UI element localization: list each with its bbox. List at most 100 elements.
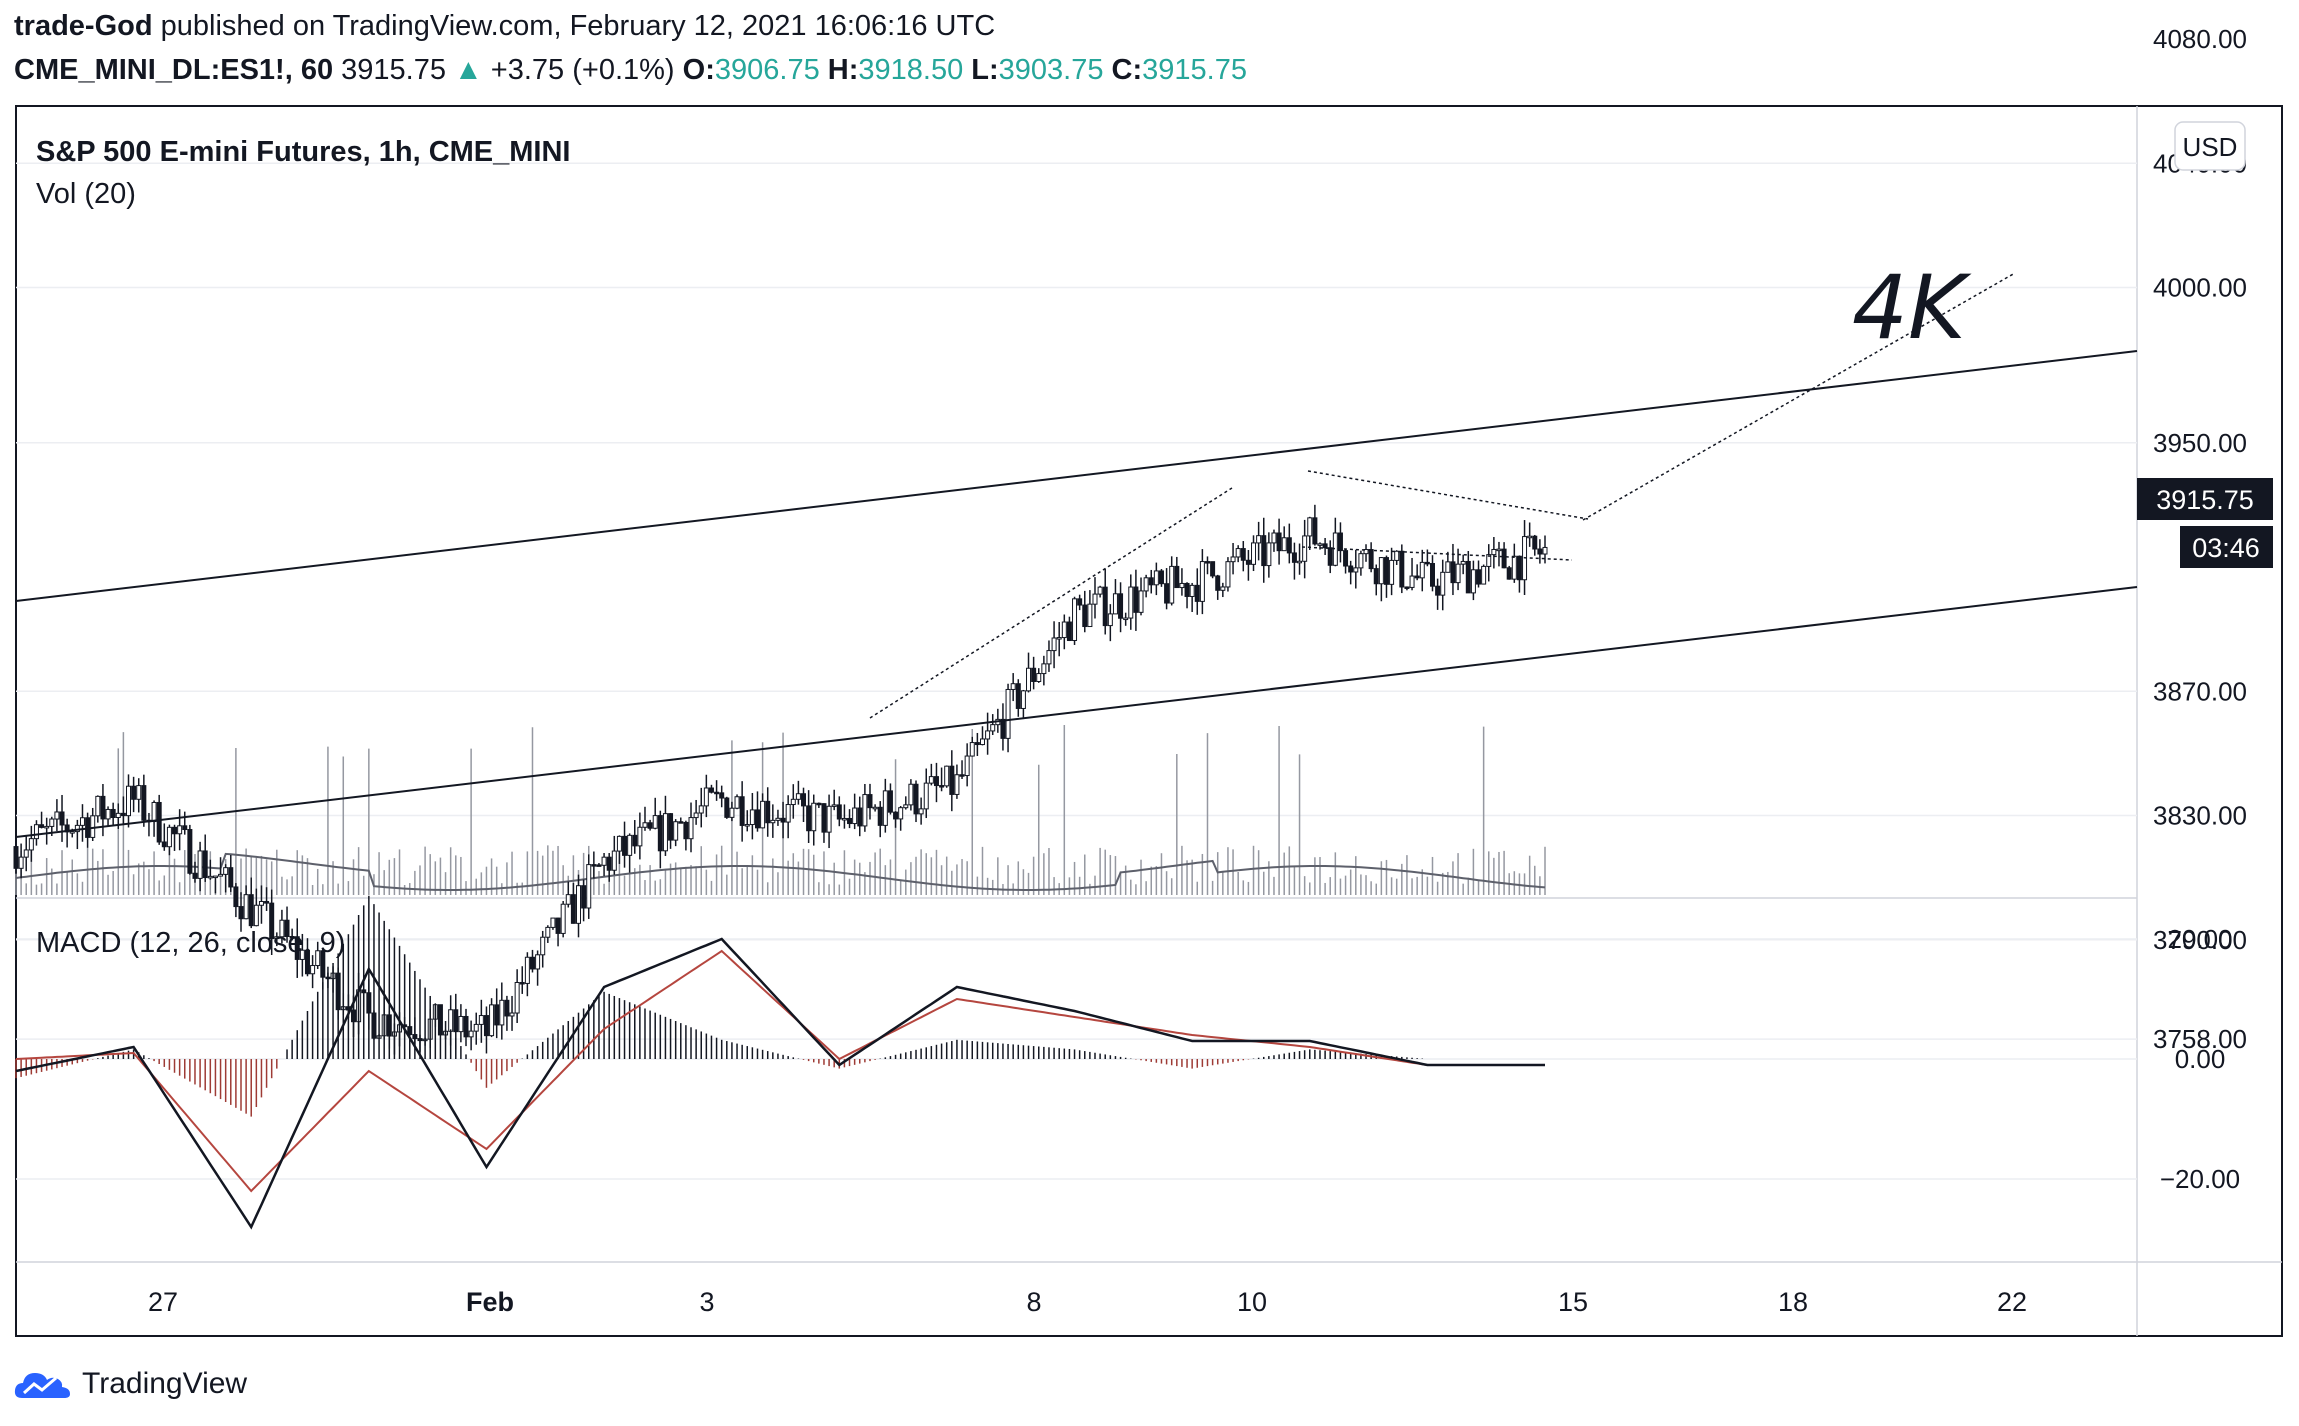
candle-body: [1378, 557, 1384, 585]
candle-body: [1486, 554, 1492, 567]
candle-body: [1087, 603, 1093, 628]
candle-body: [1256, 535, 1262, 544]
channel-lower-line[interactable]: [15, 586, 2138, 838]
candle-body: [126, 785, 132, 817]
candle-body: [581, 885, 587, 909]
candlesticks[interactable]: [13, 504, 1548, 1055]
candle-body: [775, 817, 781, 821]
macd-line: [15, 937, 1545, 1230]
candle-body: [1455, 563, 1461, 584]
candle-body: [1343, 550, 1349, 567]
candle-body: [18, 856, 24, 869]
candle-body: [969, 742, 975, 757]
time-tick-label: 27: [148, 1287, 178, 1317]
candle-body: [1506, 567, 1512, 580]
candle-body: [601, 856, 607, 866]
candle-body: [177, 825, 183, 835]
close-label: C:: [1111, 54, 1143, 86]
published-text: published on TradingView.com, February 1…: [160, 10, 996, 42]
annotation-text[interactable]: 4K: [1852, 256, 1972, 359]
candle-body: [760, 800, 766, 829]
candle-body: [1271, 532, 1277, 544]
currency-button[interactable]: [2174, 121, 2246, 171]
channel-upper-line[interactable]: [15, 350, 2138, 602]
candle-body: [1031, 667, 1037, 682]
candle-body: [49, 818, 55, 827]
candle-body: [1537, 548, 1543, 555]
candle-body: [1184, 582, 1190, 597]
candle-body: [933, 776, 939, 787]
candle-body: [1327, 547, 1333, 566]
candle-body: [59, 811, 65, 826]
signal-line: [15, 949, 1545, 1193]
candle-body: [535, 954, 541, 970]
candle-body: [1251, 542, 1257, 565]
candle-body: [509, 1012, 515, 1017]
ohlc-header: CME_MINI_DL:ES1!, 60 3915.75 ▲ +3.75 (+0…: [14, 54, 1247, 87]
chart-frame: [15, 105, 2283, 1337]
price-tick-label: 4080.00: [2153, 24, 2247, 54]
last-price-label: 3915.75: [2156, 485, 2254, 515]
candle-body: [1133, 586, 1139, 613]
candle-body: [688, 817, 694, 840]
candle-body: [1368, 549, 1374, 570]
candle-body: [310, 965, 316, 975]
candle-body: [1072, 598, 1078, 642]
macd-axis[interactable]: 20.00 0.00 −20.00: [2160, 924, 2240, 1194]
candle-body: [463, 1015, 469, 1038]
candle-body: [1153, 570, 1159, 586]
candle-body: [1077, 598, 1083, 606]
candle-body: [28, 838, 34, 851]
candle-body: [1112, 593, 1118, 615]
candle-body: [529, 956, 535, 970]
candle-body: [279, 919, 285, 938]
candle-body: [1465, 560, 1471, 594]
candle-body: [714, 791, 720, 795]
candle-body: [1445, 561, 1451, 573]
candle-body: [939, 785, 945, 788]
candle-body: [867, 794, 873, 809]
candle-body: [483, 1015, 489, 1037]
candle-body: [1020, 690, 1026, 709]
projection-line[interactable]: [1582, 272, 2016, 521]
candle-body: [780, 817, 786, 823]
candle-body: [545, 926, 551, 938]
candle-body: [903, 804, 909, 809]
candle-body: [918, 808, 924, 815]
candle-body: [596, 864, 602, 867]
candle-body: [765, 800, 771, 824]
candle-body: [964, 755, 970, 777]
publish-header: trade-God published on TradingView.com, …: [14, 10, 995, 43]
time-tick-label: Feb: [466, 1287, 514, 1317]
candle-body: [1429, 563, 1435, 587]
tradingview-logo[interactable]: TradingView: [12, 1364, 247, 1404]
candle-body: [1102, 586, 1108, 627]
candle-body: [192, 872, 198, 879]
candle-body: [913, 783, 919, 815]
author-name[interactable]: trade-God: [14, 10, 153, 42]
time-axis[interactable]: 27 Feb 3 8 10 15 18 22: [148, 1287, 2027, 1317]
candle-body: [1092, 593, 1098, 605]
candle-body: [156, 801, 162, 843]
candle-body: [1245, 559, 1251, 565]
candle-body: [734, 796, 740, 809]
candle-body: [473, 1023, 479, 1032]
candle-body: [990, 724, 996, 732]
price-tick-label: 3870.00: [2153, 676, 2247, 706]
candle-body: [979, 738, 985, 746]
candle-body: [570, 894, 576, 924]
support-trendline[interactable]: [869, 487, 1233, 719]
pennant-upper-line[interactable]: [1307, 470, 1589, 520]
candle-body: [1056, 637, 1062, 640]
candle-body: [928, 776, 934, 784]
candle-body: [565, 894, 571, 905]
candle-body: [616, 835, 622, 852]
candle-body: [852, 807, 858, 825]
price-tick-label: 3758.00: [2153, 1024, 2247, 1054]
candle-body: [161, 841, 167, 848]
candle-body: [1353, 567, 1359, 573]
candle-body: [790, 798, 796, 806]
symbol-label: CME_MINI_DL:ES1!, 60: [14, 54, 334, 86]
candle-body: [657, 815, 663, 852]
